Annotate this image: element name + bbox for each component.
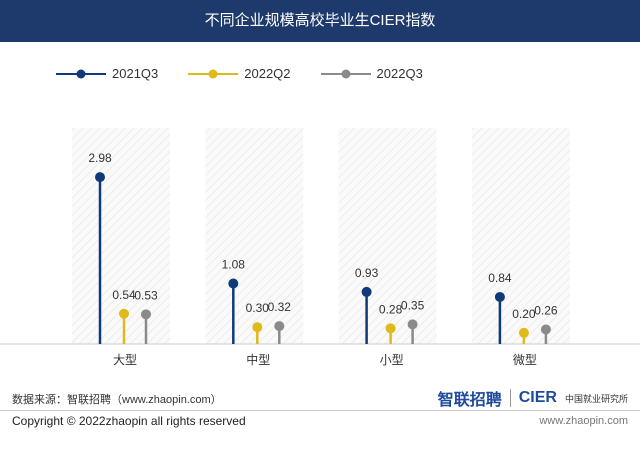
x-tick-label: 小型 (380, 353, 404, 367)
footer-divider (0, 410, 640, 411)
chart-plot: 大型 中型 小型 微型 2.98 1.08 0.93 0.84 0.54 0.30 0.28 0.20… (0, 128, 640, 367)
footer-url[interactable]: www.zhaopin.com (539, 415, 628, 427)
data-label: 0.35 (401, 298, 425, 312)
data-point (95, 172, 105, 183)
data-label: 0.28 (379, 302, 403, 316)
legend: 2021Q3 2022Q2 2022Q3 (56, 66, 423, 81)
data-point (119, 308, 129, 319)
legend-label: 2022Q3 (376, 66, 423, 81)
legend-item-2022q2: 2022Q2 (188, 66, 291, 81)
logos: 智联招聘 CIER 中国就业研究所 (438, 386, 628, 410)
data-label: 0.26 (534, 303, 558, 317)
x-tick-label: 大型 (113, 353, 137, 367)
data-point (518, 327, 529, 338)
data-label: 0.30 (246, 301, 270, 315)
legend-label: 2021Q3 (112, 66, 159, 81)
category-band (72, 128, 170, 344)
legend-item-2021q3: 2021Q3 (56, 66, 158, 81)
legend-label: 2022Q2 (244, 66, 291, 81)
data-point (361, 286, 372, 297)
data-label: 2.98 (88, 151, 112, 165)
data-point (385, 323, 396, 334)
divider (509, 389, 511, 407)
x-tick-label: 中型 (246, 352, 270, 367)
data-label: 0.53 (134, 288, 158, 302)
data-point (228, 278, 239, 289)
legend-marker-icon (188, 69, 239, 78)
category-band (338, 128, 437, 344)
data-point (407, 319, 418, 330)
data-point (494, 291, 505, 302)
data-point (252, 322, 263, 333)
category-band (471, 128, 570, 344)
category-band (205, 128, 304, 344)
data-label: 0.93 (355, 266, 379, 280)
legend-marker-icon (320, 69, 371, 78)
data-source: 数据来源：智联招聘（www.zhaopin.com） (12, 394, 222, 406)
cier-logo: CIER (518, 389, 557, 406)
data-label: 0.54 (112, 288, 136, 302)
x-tick-label: 微型 (513, 353, 537, 367)
data-point (141, 309, 151, 320)
legend-item-2022q3: 2022Q3 (320, 66, 423, 81)
data-label: 0.20 (512, 307, 536, 321)
legend-marker-icon (56, 69, 106, 78)
data-label: 0.32 (268, 300, 292, 314)
data-label: 0.84 (488, 271, 512, 285)
copyright: Copyright © 2022zhaopin all rights reser… (12, 414, 246, 428)
data-point (540, 324, 551, 335)
data-point (274, 321, 285, 332)
cier-logo-cn: 中国就业研究所 (564, 393, 628, 404)
zhaopin-logo: 智联招聘 (437, 392, 502, 409)
data-label: 1.08 (222, 258, 246, 272)
chart-title: 不同企业规模高校毕业生CIER指数 (0, 0, 640, 42)
